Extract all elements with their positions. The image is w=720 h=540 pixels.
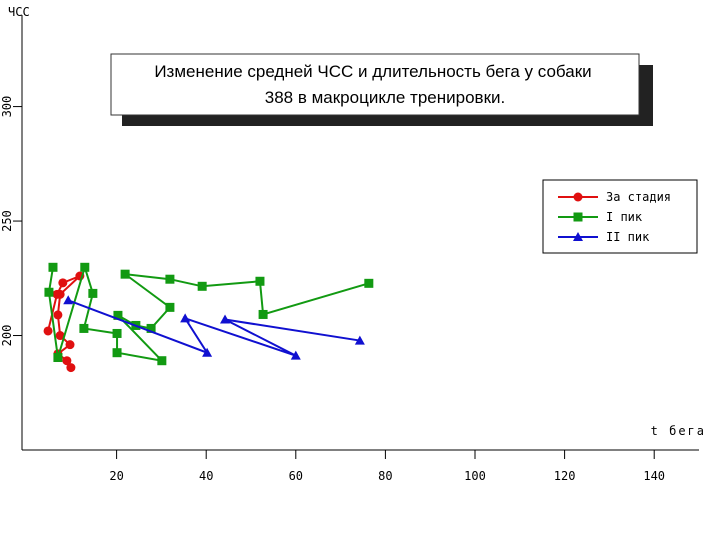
marker <box>62 356 72 366</box>
marker <box>113 310 123 320</box>
marker <box>157 356 167 366</box>
series-line <box>67 299 361 357</box>
x-axis-label: t бега <box>651 424 706 438</box>
marker <box>112 328 122 338</box>
marker <box>53 353 63 363</box>
marker <box>573 192 583 202</box>
marker <box>255 276 265 286</box>
marker <box>43 326 53 336</box>
marker <box>88 288 98 298</box>
marker <box>146 323 156 333</box>
legend-label: II пик <box>606 230 650 244</box>
marker <box>165 274 175 284</box>
series-line <box>47 263 370 363</box>
marker <box>66 363 76 373</box>
chart-subtitle: 388 в макроцикле тренировки. <box>265 88 505 107</box>
title-box <box>110 53 640 116</box>
marker <box>202 347 213 357</box>
marker <box>180 313 191 323</box>
x-tick-label: 80 <box>378 469 392 483</box>
y-axis-label: ЧСС <box>8 5 30 19</box>
marker <box>112 348 122 358</box>
x-tick-label: 100 <box>464 469 486 483</box>
y-tick-label: 250 <box>0 210 14 232</box>
marker <box>258 309 268 319</box>
marker <box>80 262 90 272</box>
marker <box>48 262 58 272</box>
chart-title: Изменение средней ЧСС и длительность бег… <box>154 62 591 81</box>
marker <box>220 314 231 324</box>
marker <box>165 302 175 312</box>
marker <box>197 281 207 291</box>
marker <box>44 287 54 297</box>
marker <box>354 335 365 345</box>
y-tick-label: 300 <box>0 96 14 118</box>
x-tick-label: 60 <box>289 469 303 483</box>
marker <box>58 278 68 288</box>
marker <box>79 323 89 333</box>
marker <box>53 310 63 320</box>
marker <box>364 278 374 288</box>
marker <box>55 331 65 341</box>
legend-label: За стадия <box>606 190 671 204</box>
x-tick-label: 120 <box>554 469 576 483</box>
x-tick-label: 140 <box>643 469 665 483</box>
marker <box>63 295 74 305</box>
marker <box>120 269 130 279</box>
legend-label: I пик <box>606 210 643 224</box>
x-tick-label: 40 <box>199 469 213 483</box>
marker <box>65 340 75 350</box>
marker <box>573 232 583 241</box>
x-tick-label: 20 <box>109 469 123 483</box>
marker <box>290 350 301 360</box>
marker <box>573 212 583 222</box>
y-tick-label: 200 <box>0 325 14 347</box>
marker <box>55 289 65 299</box>
